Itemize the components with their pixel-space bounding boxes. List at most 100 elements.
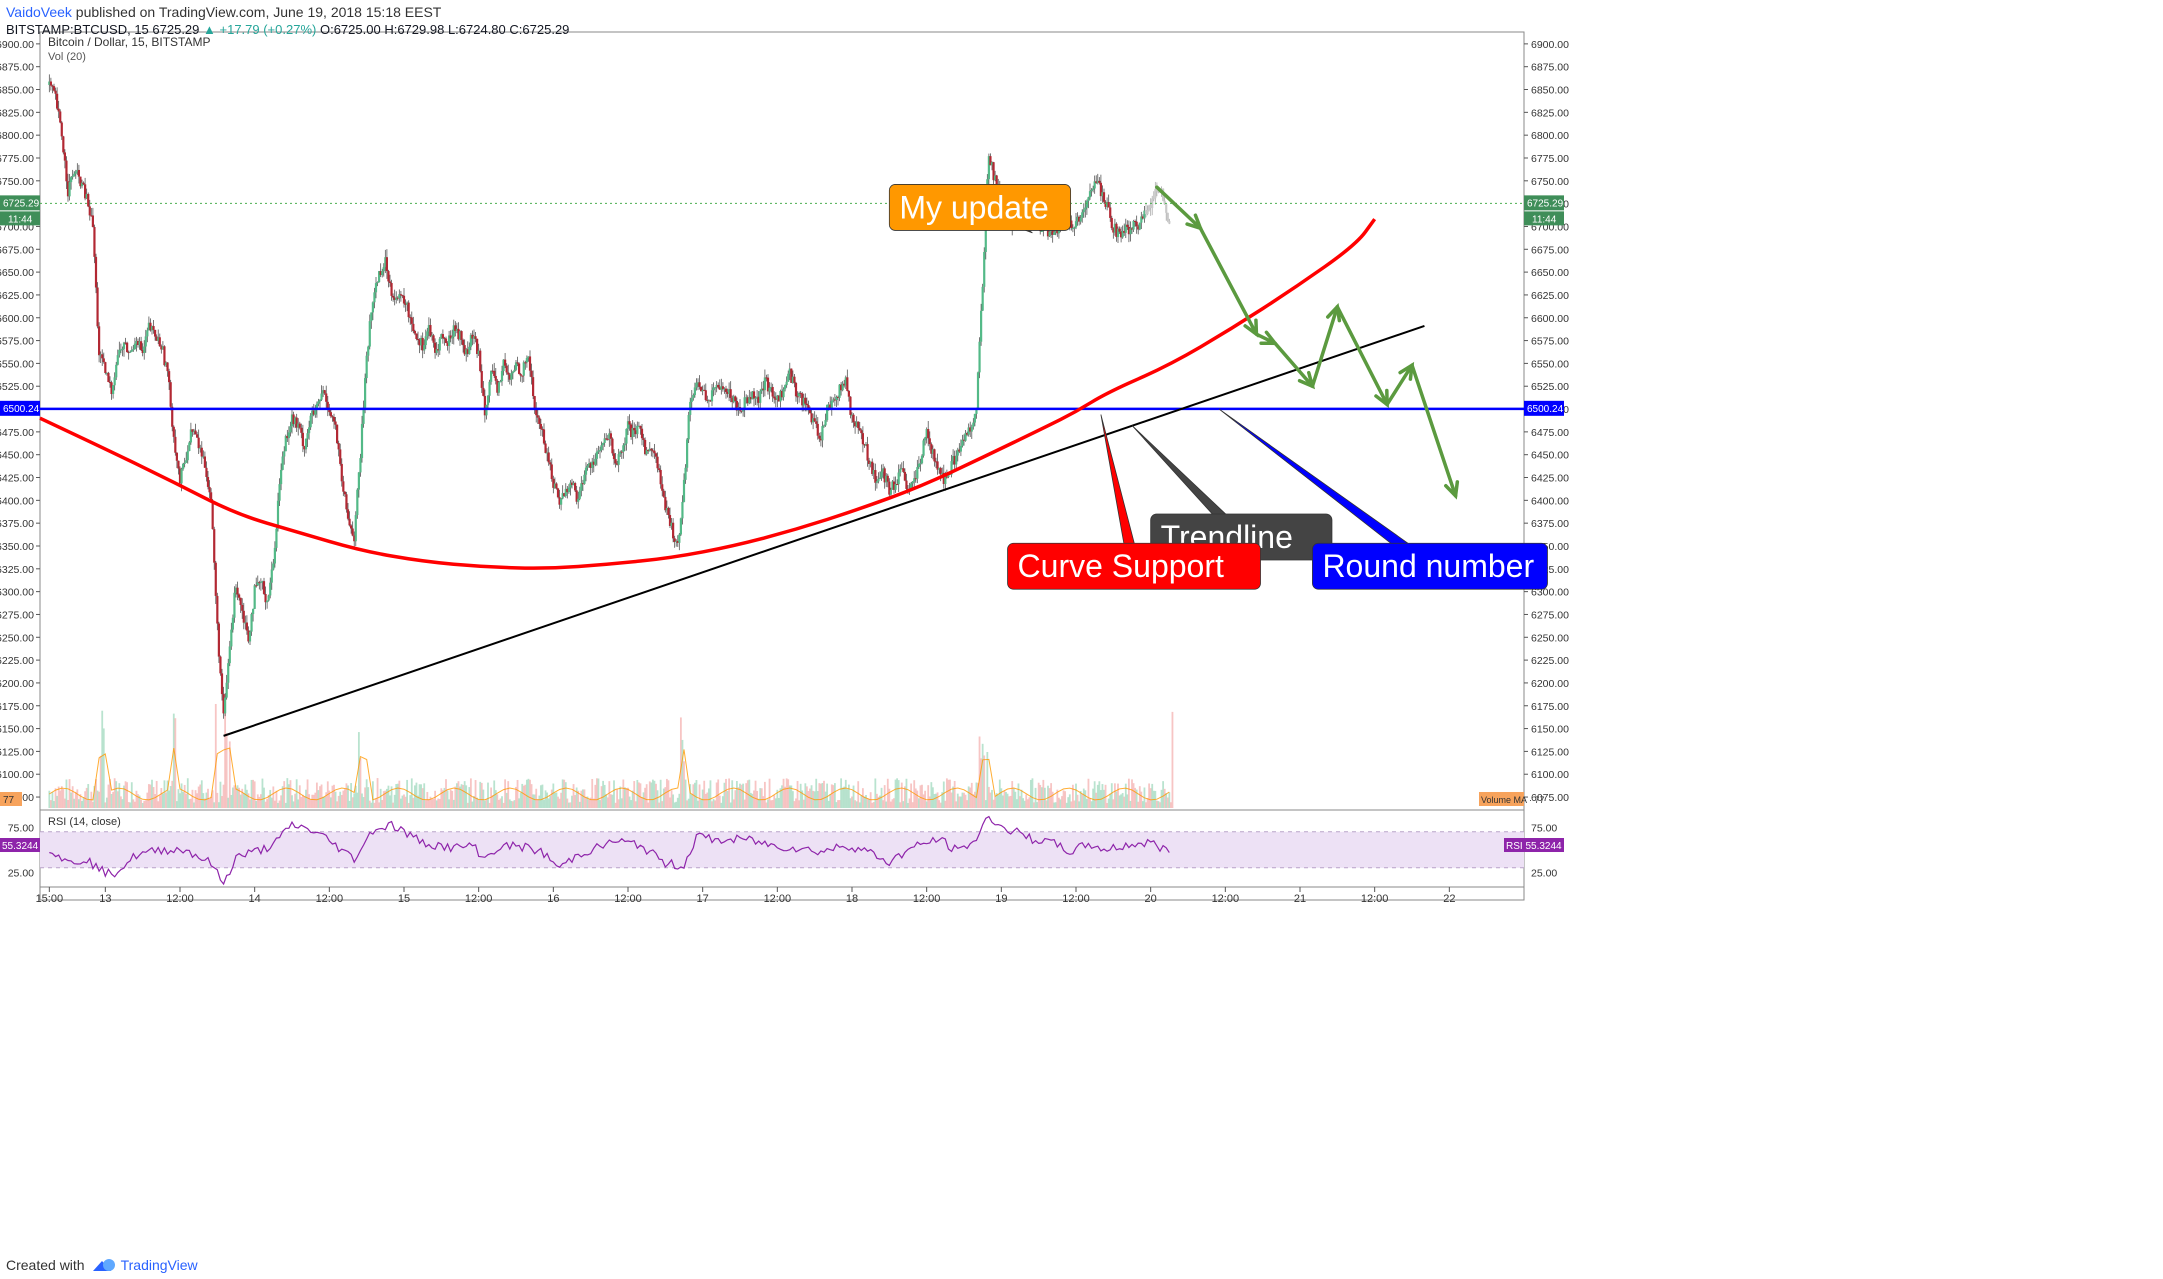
candle-body [130, 350, 133, 352]
volume-bar [574, 795, 577, 808]
volume-bar [210, 796, 213, 808]
candle-body [905, 480, 908, 489]
y-tick-label-right: 6100.00 [1531, 769, 1569, 781]
candle-body [494, 375, 497, 381]
volume-bar [697, 800, 699, 808]
volume-bar [375, 798, 377, 808]
volume-bar [1025, 794, 1028, 808]
volume-bar [387, 785, 390, 808]
candle-body [1071, 227, 1074, 229]
volume-bar [480, 782, 483, 808]
author-link[interactable]: VaidoVeek [6, 4, 72, 20]
volume-bar [785, 778, 788, 808]
y-tick-label-right: 6875.00 [1531, 62, 1569, 74]
candle-body [119, 349, 122, 351]
candle-body [808, 409, 812, 414]
candle-body [227, 663, 230, 683]
volume-bar [1084, 790, 1087, 808]
candle-body [732, 396, 735, 403]
candle-body [625, 428, 628, 444]
volume-bar [1068, 794, 1071, 808]
candle-body [566, 488, 569, 493]
tradingview-link[interactable]: TradingView [92, 1257, 198, 1273]
rsi-label: RSI (14, close) [48, 816, 121, 828]
volume-bar [345, 783, 348, 808]
candle-body [469, 334, 472, 347]
volume-bar [863, 796, 866, 808]
candle-body [1040, 231, 1043, 233]
y-tick-label-right: 6900.00 [1531, 39, 1569, 51]
candle-body [843, 383, 846, 386]
candle-body [756, 396, 759, 398]
volume-bar [379, 788, 382, 808]
volume-bar [494, 790, 497, 808]
volume-bar [423, 783, 426, 808]
candle-body [444, 338, 448, 343]
candle-body [668, 514, 672, 526]
candle-body [653, 450, 656, 454]
volume-bar [96, 790, 99, 808]
volume-bar [838, 800, 841, 808]
candle-body [496, 380, 499, 393]
rsi-value-tag-left [0, 838, 40, 853]
candle-body [563, 493, 566, 496]
volume-bar [102, 728, 105, 808]
volume-bar [180, 783, 183, 808]
volume-bar [185, 793, 188, 808]
candle-body [525, 358, 528, 363]
candle-body [500, 371, 504, 382]
candle-body [700, 386, 703, 392]
candle-body [897, 472, 900, 485]
y-tick-label-left: 6350.00 [0, 541, 34, 553]
candle-body [994, 175, 997, 181]
volume-bar [82, 797, 85, 808]
candle-body [735, 400, 738, 411]
volume-bar [776, 789, 779, 808]
candle-body [1088, 191, 1092, 198]
volume-bar [339, 791, 342, 808]
candle-body [477, 350, 480, 354]
candle-body [192, 430, 196, 432]
volume-bar [734, 790, 737, 808]
candle-body [844, 377, 847, 386]
candle-body [351, 528, 354, 536]
candle-body [743, 397, 746, 409]
candle-body [620, 451, 623, 453]
volume-bar [370, 802, 373, 808]
candle-body [726, 391, 729, 394]
candle-body [412, 323, 415, 332]
candle-body [432, 335, 435, 343]
candle-body [135, 340, 138, 344]
volume-bar [315, 782, 318, 808]
volume-bar [594, 784, 597, 808]
volume-bar [113, 778, 116, 808]
candle-body [63, 152, 66, 161]
volume-bar [202, 793, 205, 808]
volume-bar [189, 798, 192, 808]
callout-label: My update [899, 189, 1048, 225]
volume-bar [1149, 788, 1152, 808]
volume-bar [1141, 801, 1144, 808]
volume-bar [636, 779, 639, 808]
candle-body [91, 215, 94, 227]
candle-body [673, 538, 676, 542]
volume-bar [171, 780, 174, 808]
volume-bar [642, 792, 645, 808]
volume-bar [87, 784, 90, 808]
volume-bar [795, 798, 797, 808]
volume-bar [967, 786, 970, 808]
candle-body [124, 342, 127, 344]
volume-bar [233, 785, 236, 808]
candle-body [600, 445, 603, 451]
candle-body [108, 382, 112, 384]
volume-bar [1065, 802, 1068, 808]
callout-label: Round number [1322, 548, 1534, 584]
candle-body [972, 422, 975, 427]
candle-body [924, 437, 927, 441]
candle-body [952, 456, 955, 462]
volume-bar [289, 780, 292, 808]
candle-body [872, 470, 875, 475]
volume-bar [242, 793, 245, 808]
volume-bar [535, 788, 538, 808]
